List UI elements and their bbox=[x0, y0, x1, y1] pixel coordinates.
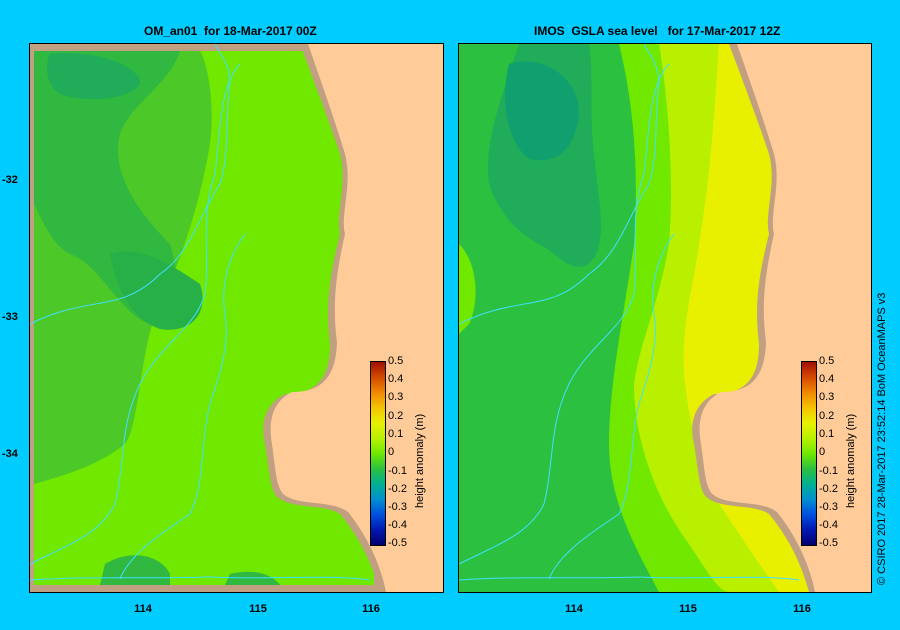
x-tick-114-right: 114 bbox=[565, 603, 583, 615]
colorbar-tick: 0.4 bbox=[388, 373, 404, 385]
colorbar-tick: 0.1 bbox=[388, 428, 404, 440]
isobath-line-4 bbox=[459, 576, 800, 581]
colorbar-tick: 0.2 bbox=[819, 410, 835, 422]
colorbar-tick: 0.3 bbox=[819, 391, 835, 403]
y-tick-32: -32 bbox=[2, 174, 18, 186]
isobath-line-3 bbox=[119, 233, 246, 580]
colorbar-tick: -0.2 bbox=[819, 483, 838, 495]
colorbar-left bbox=[370, 361, 386, 546]
isobath-line-2 bbox=[30, 63, 241, 565]
anomaly-contour-south-2 bbox=[225, 571, 280, 585]
colorbar-tick: -0.3 bbox=[388, 501, 407, 513]
isobath-line-2 bbox=[459, 63, 670, 565]
x-tick-114: 114 bbox=[134, 603, 152, 615]
anomaly-contour-west bbox=[459, 244, 476, 334]
colorbar-tick: -0.4 bbox=[819, 519, 838, 531]
land-western-australia bbox=[699, 44, 871, 592]
colorbar-right bbox=[801, 361, 817, 546]
colorbar-tick: -0.1 bbox=[819, 465, 838, 477]
colorbar-tick: 0.3 bbox=[388, 391, 404, 403]
isobath-line-3 bbox=[548, 233, 675, 580]
x-tick-115-right: 115 bbox=[679, 603, 697, 615]
right-panel-title: IMOS GSLA sea level for 17-Mar-2017 12Z bbox=[534, 24, 781, 38]
colorbar-tick: -0.5 bbox=[388, 537, 407, 549]
anomaly-contour-low bbox=[110, 251, 203, 330]
y-tick-33: -33 bbox=[2, 311, 18, 323]
anomaly-contour-min bbox=[505, 61, 579, 161]
anomaly-contour-min bbox=[47, 53, 140, 100]
x-tick-116: 116 bbox=[362, 603, 380, 615]
colorbar-tick: 0 bbox=[388, 446, 395, 458]
colorbar-tick: 0.4 bbox=[819, 373, 835, 385]
colorbar-tick: 0.2 bbox=[388, 410, 404, 422]
x-tick-116-right: 116 bbox=[793, 603, 811, 615]
colorbar-tick: -0.4 bbox=[388, 519, 407, 531]
model-sea-level-map[interactable] bbox=[29, 43, 444, 593]
colorbar-tick: 0.5 bbox=[819, 355, 835, 367]
colorbar-label-left: height anomaly (m) bbox=[414, 413, 426, 508]
colorbar-tick: 0 bbox=[819, 446, 826, 458]
colorbar-tick: 0.1 bbox=[819, 428, 835, 440]
colorbar-tick: 0.5 bbox=[388, 355, 404, 367]
y-tick-34: -34 bbox=[2, 448, 18, 460]
credit-text: © CSIRO 2017 28-Mar-2017 23:52:14 BoM Oc… bbox=[876, 292, 888, 585]
left-panel-title: OM_an01 for 18-Mar-2017 00Z bbox=[144, 24, 317, 38]
isobath-line-4 bbox=[30, 576, 371, 581]
colorbar-label-right: height anomaly (m) bbox=[845, 413, 857, 508]
colorbar-tick: -0.3 bbox=[819, 501, 838, 513]
colorbar-tick: -0.2 bbox=[388, 483, 407, 495]
colorbar-tick: -0.1 bbox=[388, 465, 407, 477]
colorbar-tick: -0.5 bbox=[819, 537, 838, 549]
x-tick-115: 115 bbox=[249, 603, 267, 615]
land-western-australia bbox=[270, 44, 443, 592]
